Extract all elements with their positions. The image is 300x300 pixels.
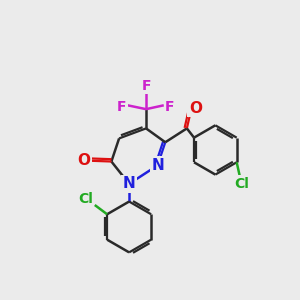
Text: O: O [77, 153, 90, 168]
Text: F: F [141, 79, 151, 93]
Text: F: F [165, 100, 175, 114]
Text: N: N [123, 176, 136, 191]
Text: Cl: Cl [234, 177, 249, 191]
Text: O: O [189, 101, 202, 116]
Text: Cl: Cl [78, 192, 93, 206]
Text: F: F [117, 100, 126, 114]
Text: N: N [151, 158, 164, 173]
